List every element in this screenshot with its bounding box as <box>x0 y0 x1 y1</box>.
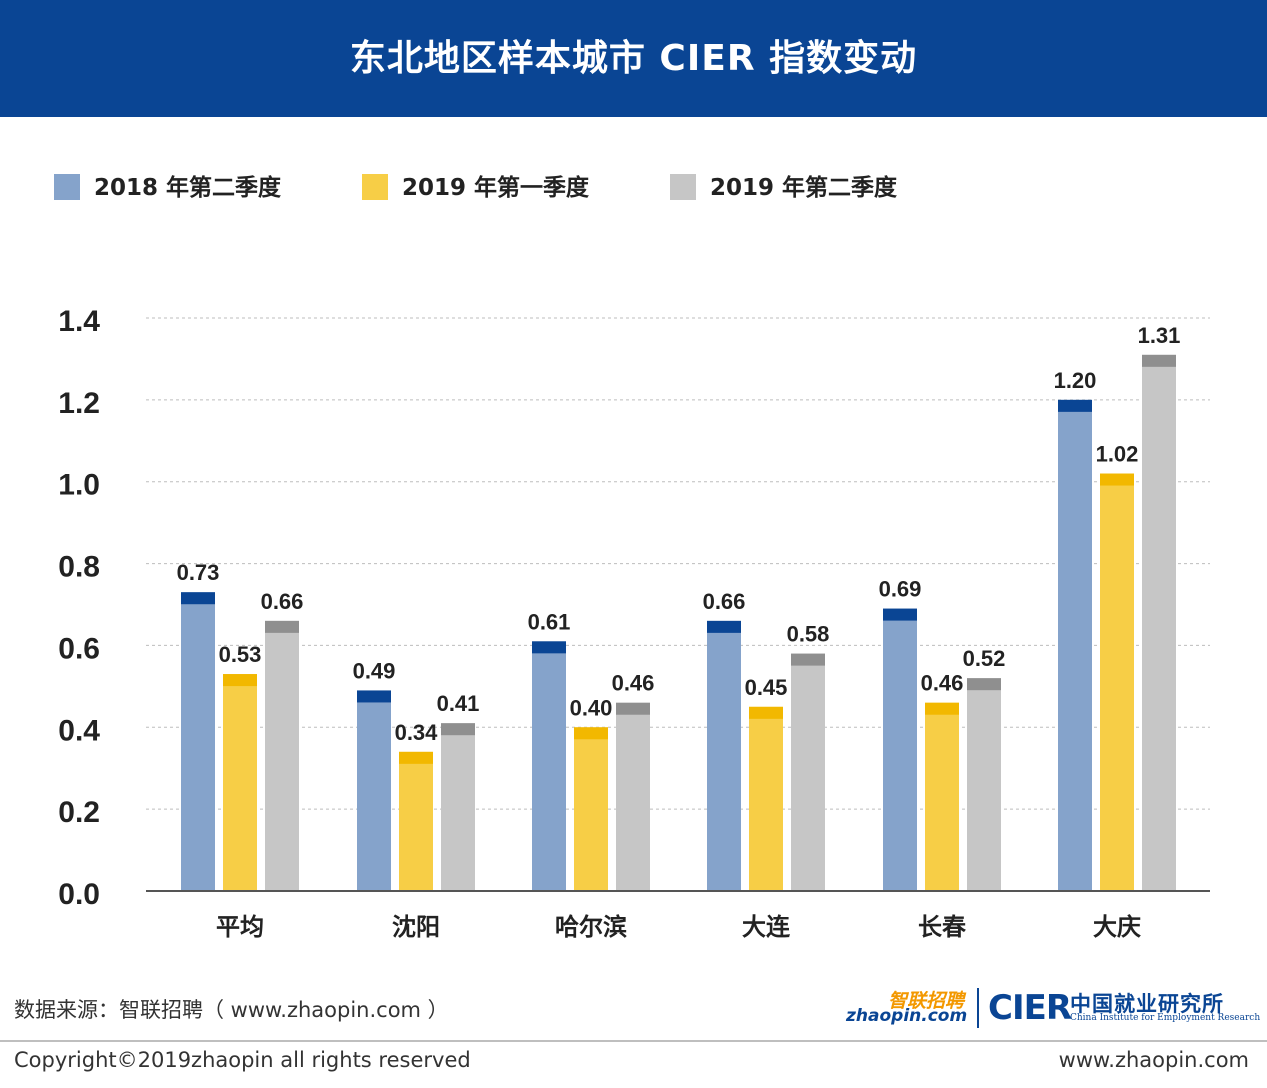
y-tick-label: 0.2 <box>58 796 100 829</box>
bar-cap <box>441 723 475 736</box>
y-tick-label: 1.0 <box>58 469 100 502</box>
data-label: 0.41 <box>437 691 480 716</box>
y-tick-label: 1.4 <box>58 305 100 338</box>
x-tick-label: 长春 <box>918 913 966 941</box>
cier-logo-en: China Institute for Employment Research <box>1070 1013 1261 1023</box>
bar-cap <box>181 592 215 605</box>
legend-label-2019-q1: 2019 年第一季度 <box>402 175 590 201</box>
bar <box>181 592 215 891</box>
legend-swatch-2019-q1 <box>362 174 388 200</box>
bar <box>357 690 391 891</box>
bar <box>1100 473 1134 891</box>
data-label: 0.58 <box>787 622 830 647</box>
data-label: 0.46 <box>612 671 655 696</box>
bar <box>967 678 1001 891</box>
bar <box>441 723 475 891</box>
zhaopin-logo: 智联招聘 zhaopin.com <box>846 986 968 1032</box>
data-label: 0.66 <box>703 589 746 614</box>
x-tick-label: 平均 <box>216 913 264 941</box>
legend-label-2018-q2: 2018 年第二季度 <box>94 175 282 201</box>
y-tick-label: 0.6 <box>58 632 100 665</box>
bar-cap <box>749 706 783 719</box>
bar-cap <box>532 641 566 654</box>
data-label: 0.34 <box>395 720 439 745</box>
bar <box>925 702 959 891</box>
y-tick-label: 1.2 <box>58 387 100 420</box>
bar-cap <box>1058 399 1092 412</box>
bar <box>749 706 783 891</box>
x-tick-label: 大连 <box>742 913 791 941</box>
bar-cap <box>1142 354 1176 367</box>
bar-cap <box>707 620 741 633</box>
copyright-text: Copyright©2019zhaopin all rights reserve… <box>14 1048 471 1072</box>
bar-cap <box>791 653 825 666</box>
bar-cap <box>967 678 1001 691</box>
bar-cap <box>399 751 433 764</box>
data-label: 0.45 <box>745 675 788 700</box>
footer-divider <box>0 1040 1267 1042</box>
bar-cap <box>1100 473 1134 486</box>
cier-logo: CIER 中国就业研究所 China Institute for Employm… <box>988 986 1261 1032</box>
x-tick-label: 哈尔滨 <box>555 913 627 941</box>
data-label: 1.31 <box>1138 323 1181 348</box>
logo-divider <box>977 988 979 1028</box>
legend-swatch-2018-q2 <box>54 174 80 200</box>
data-source-note: 数据来源：智联招聘（ www.zhaopin.com ） <box>14 998 449 1022</box>
legend-label-2019-q2: 2019 年第二季度 <box>710 175 898 201</box>
bar <box>265 620 299 891</box>
bar-cap <box>616 702 650 715</box>
x-tick-label: 沈阳 <box>392 913 440 941</box>
data-label: 0.69 <box>879 577 922 602</box>
bar-cap <box>265 620 299 633</box>
bar <box>574 727 608 891</box>
bar <box>223 674 257 891</box>
cier-logo-mark: CIER <box>988 988 1072 1028</box>
data-label: 0.52 <box>963 646 1006 671</box>
bar-cap <box>357 690 391 703</box>
data-label: 0.46 <box>921 671 964 696</box>
bar <box>1058 399 1092 891</box>
data-label: 0.49 <box>353 658 396 683</box>
y-tick-label: 0.0 <box>58 878 100 911</box>
bar <box>791 653 825 891</box>
bar <box>616 702 650 891</box>
chart-legend: 2018 年第二季度 2019 年第一季度 2019 年第二季度 <box>0 168 1267 208</box>
data-label: 0.61 <box>528 609 571 634</box>
y-tick-label: 0.8 <box>58 551 100 584</box>
bar <box>883 608 917 891</box>
bar-cap <box>223 674 257 687</box>
data-label: 0.40 <box>570 695 613 720</box>
data-label: 1.20 <box>1054 368 1097 393</box>
data-label: 0.66 <box>261 589 304 614</box>
data-label: 0.73 <box>177 560 220 585</box>
y-tick-label: 0.4 <box>58 714 100 747</box>
zhaopin-logo-domain: zhaopin.com <box>846 1006 968 1026</box>
bar-cap <box>925 702 959 715</box>
data-label: 1.02 <box>1096 442 1139 467</box>
cier-logo-cn: 中国就业研究所 <box>1070 992 1224 1016</box>
chart-title: 东北地区样本城市 CIER 指数变动 <box>349 38 918 79</box>
bar <box>1142 354 1176 892</box>
bar-cap <box>574 727 608 740</box>
bar-cap <box>883 608 917 621</box>
bar <box>707 620 741 891</box>
x-tick-label: 大庆 <box>1093 913 1141 941</box>
site-url: www.zhaopin.com <box>1058 1048 1249 1072</box>
bar <box>532 641 566 891</box>
bar-chart: 0.0 0.2 0.4 0.6 0.8 1.0 1.2 1.4 0.73 0.53 0.66 平均 0.… <box>58 305 1210 941</box>
data-label: 0.53 <box>219 642 262 667</box>
legend-swatch-2019-q2 <box>670 174 696 200</box>
bar <box>399 751 433 891</box>
zhaopin-logo-cn: 智联招聘 <box>887 990 964 1012</box>
title-bar: 东北地区样本城市 CIER 指数变动 <box>0 0 1267 117</box>
